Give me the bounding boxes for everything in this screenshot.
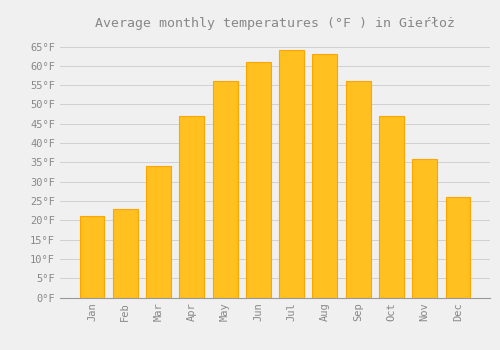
Bar [113, 209, 138, 298]
Bar [180, 116, 204, 298]
Bar [346, 81, 370, 298]
Bar [80, 216, 104, 298]
Bar [212, 81, 238, 298]
Bar [246, 62, 271, 298]
Bar [379, 116, 404, 298]
Bar [412, 159, 437, 298]
Bar [146, 166, 171, 298]
Bar [446, 197, 470, 298]
Title: Average monthly temperatures (°F ) in Gieŕłoż: Average monthly temperatures (°F ) in Gi… [95, 17, 455, 30]
Bar [279, 50, 304, 298]
Bar [312, 54, 338, 298]
